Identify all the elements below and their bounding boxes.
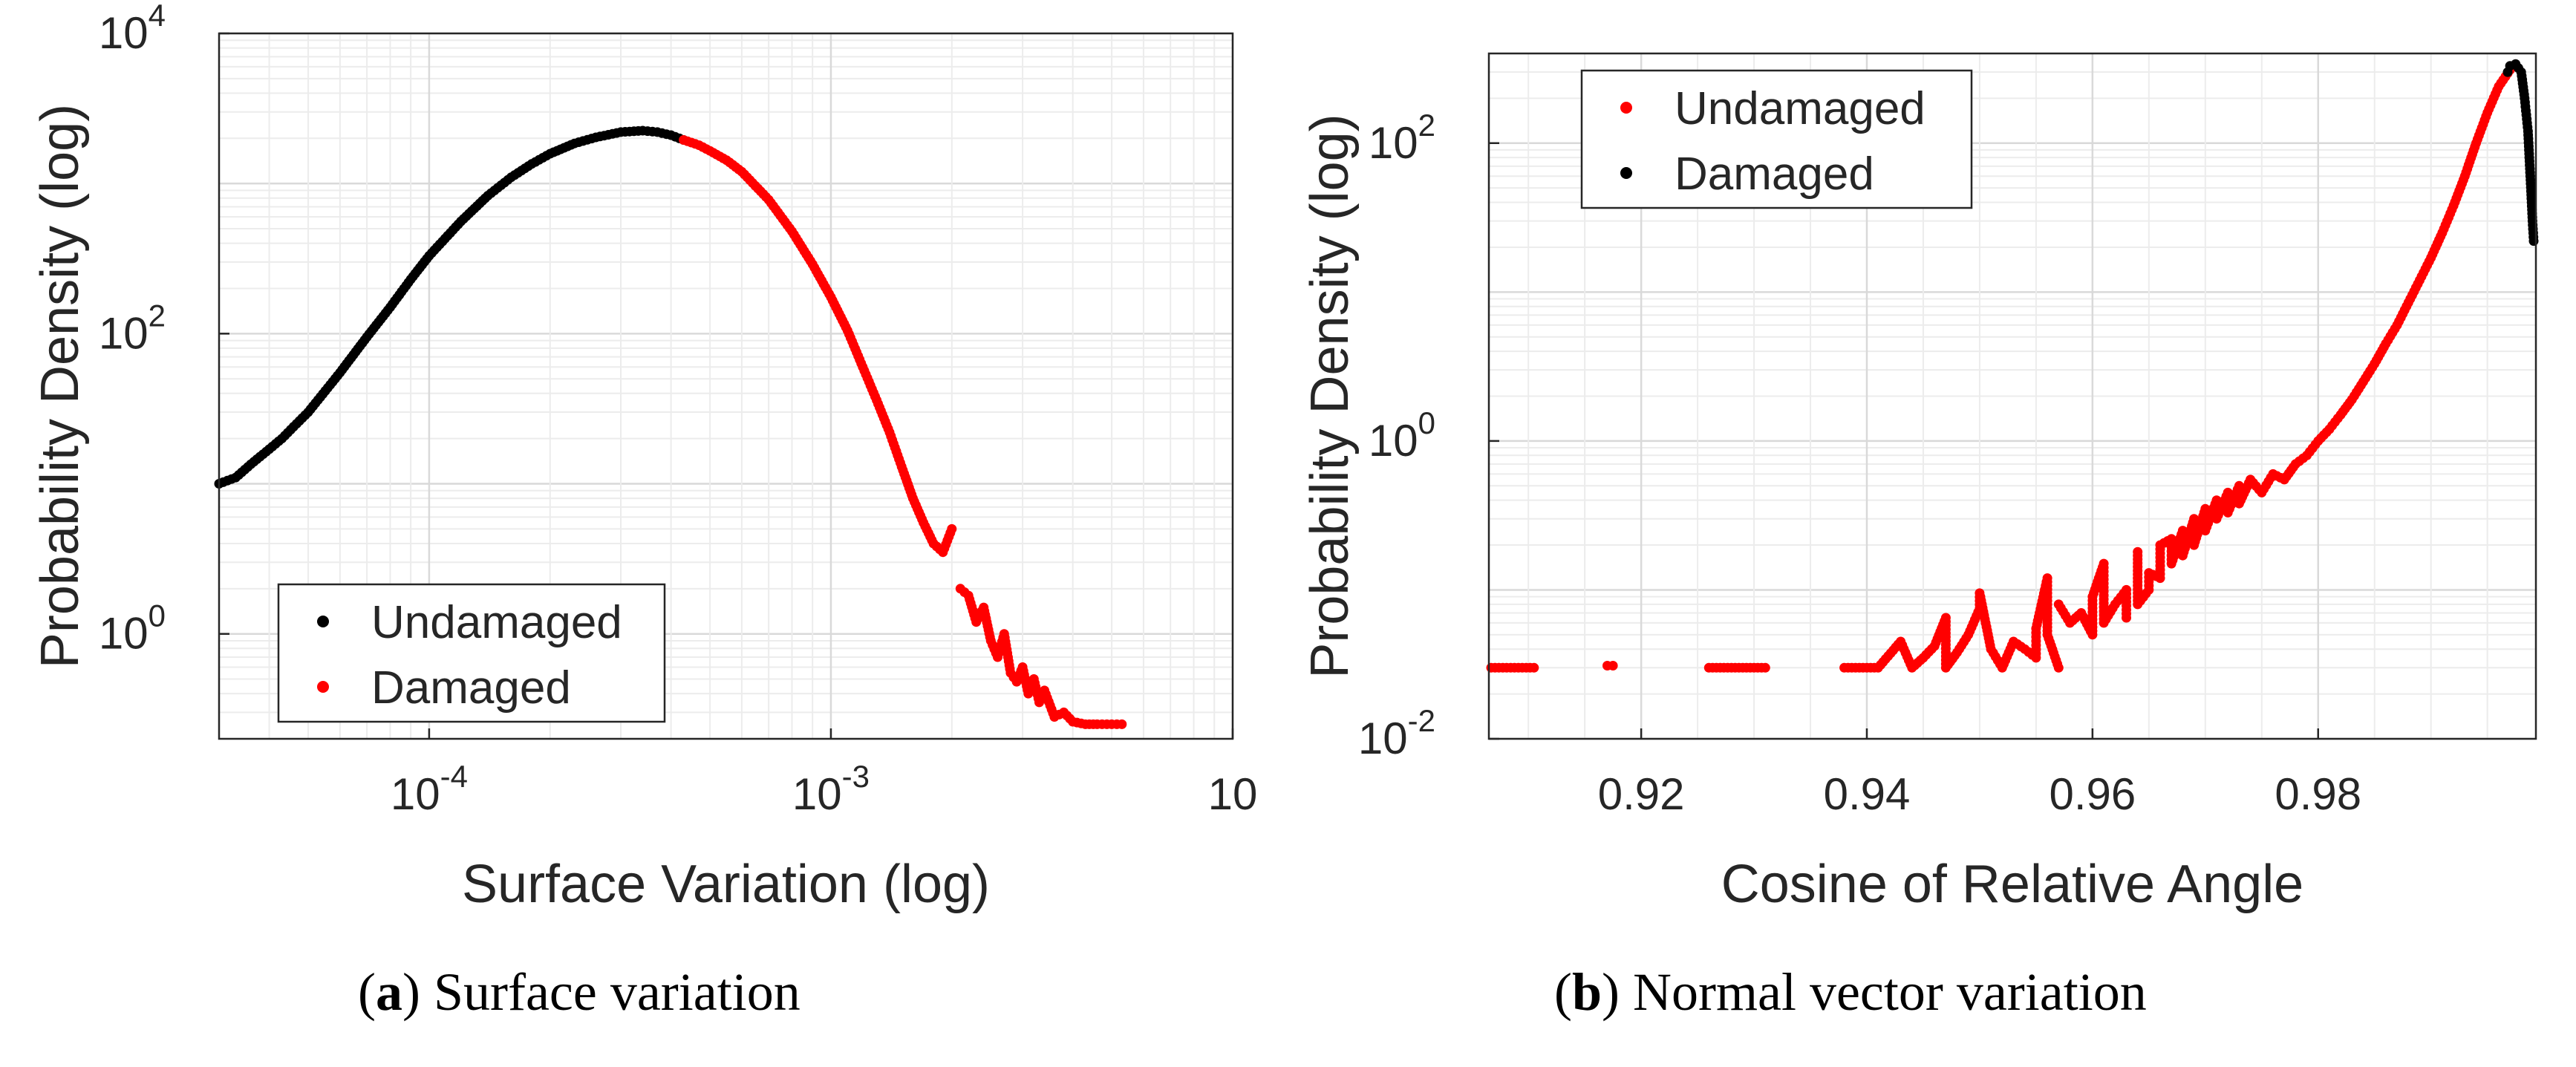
legend-box (277, 583, 666, 723)
legend-label-undamaged: Undamaged (1675, 83, 1926, 134)
chart-surface-variation: 10-4 10-3 10 100 102 104 Surface Variation (lo… (30, 0, 1257, 914)
x-tick-label: 0.98 (2275, 769, 2361, 819)
data-point (1608, 661, 1618, 670)
y-axis-label: Probability Density (log) (30, 104, 90, 668)
axes-frame (1487, 52, 2537, 740)
data-point (1529, 662, 1539, 673)
legend-label-damaged: Damaged (1675, 149, 1874, 200)
data-point (947, 523, 957, 534)
y-tick-exponent: 0 (1418, 405, 1435, 440)
legend-label-undamaged: Undamaged (371, 597, 622, 648)
axes-frame (218, 32, 1234, 740)
data-points (1486, 59, 2539, 673)
series-undamaged (1486, 65, 2515, 673)
chart-normal-vector-variation: 0.92 0.94 0.96 0.98 10-2 100 102 Cosine of Rela… (1300, 52, 2539, 914)
caption-b-letter: b (1571, 962, 1602, 1022)
x-tick-label: 0.92 (1598, 769, 1685, 819)
x-axis-label: Surface Variation (log) (462, 855, 990, 914)
caption-a-text: Surface variation (420, 962, 800, 1022)
y-tick-exponent: 2 (149, 298, 166, 333)
legend-box (1580, 69, 1973, 209)
legend-marker-damaged (1620, 167, 1632, 179)
y-tick-exponent: -2 (1408, 703, 1435, 738)
legend-label-damaged: Damaged (371, 662, 571, 714)
series-undamaged (214, 125, 689, 489)
y-tick-label: 100 (1369, 405, 1435, 466)
data-point (1760, 662, 1770, 673)
caption-b-text: Normal vector variation (1620, 962, 2147, 1022)
data-point (2122, 613, 2131, 623)
x-tick-label: 0.94 (1824, 769, 1911, 819)
legend-marker-undamaged (1620, 102, 1632, 114)
caption-b: (b) Normal vector variation (1554, 962, 2147, 1023)
x-tick-label: 10-4 (391, 759, 468, 819)
x-axis-label: Cosine of Relative Angle (1721, 855, 2303, 914)
y-tick-label: 100 (99, 598, 166, 659)
data-point (2528, 236, 2539, 247)
x-tick-exponent: -3 (842, 759, 870, 794)
x-tick-label: 10 (1208, 769, 1258, 819)
caption-a-letter: a (375, 962, 402, 1022)
y-tick-exponent: 2 (1418, 108, 1435, 143)
legend-marker-undamaged (317, 616, 329, 627)
series-damaged (679, 135, 1127, 729)
legend: Undamaged Damaged (277, 583, 666, 723)
y-axis-label: Probability Density (log) (1300, 114, 1360, 678)
y-tick-exponent: 0 (149, 598, 166, 633)
x-tick-label: 0.96 (2049, 769, 2136, 819)
caption-a: (a) Surface variation (358, 962, 800, 1023)
caption-b-open: ( (1554, 962, 1572, 1022)
y-tick-label: 104 (99, 0, 166, 58)
data-point (2053, 662, 2064, 673)
y-tick-label: 102 (1369, 108, 1435, 168)
legend-marker-damaged (317, 681, 329, 693)
data-point (1117, 719, 1127, 729)
caption-b-close: ) (1602, 962, 1620, 1022)
y-tick-exponent: 4 (149, 0, 166, 33)
y-tick-label: 10-2 (1358, 703, 1435, 763)
caption-a-close: ) (402, 962, 420, 1022)
caption-a-open: ( (358, 962, 376, 1022)
x-tick-exponent: -4 (440, 759, 468, 794)
legend: Undamaged Damaged (1580, 69, 1973, 209)
x-tick-label: 10-3 (792, 759, 870, 819)
data-points (214, 125, 1127, 729)
y-tick-label: 102 (99, 298, 166, 358)
